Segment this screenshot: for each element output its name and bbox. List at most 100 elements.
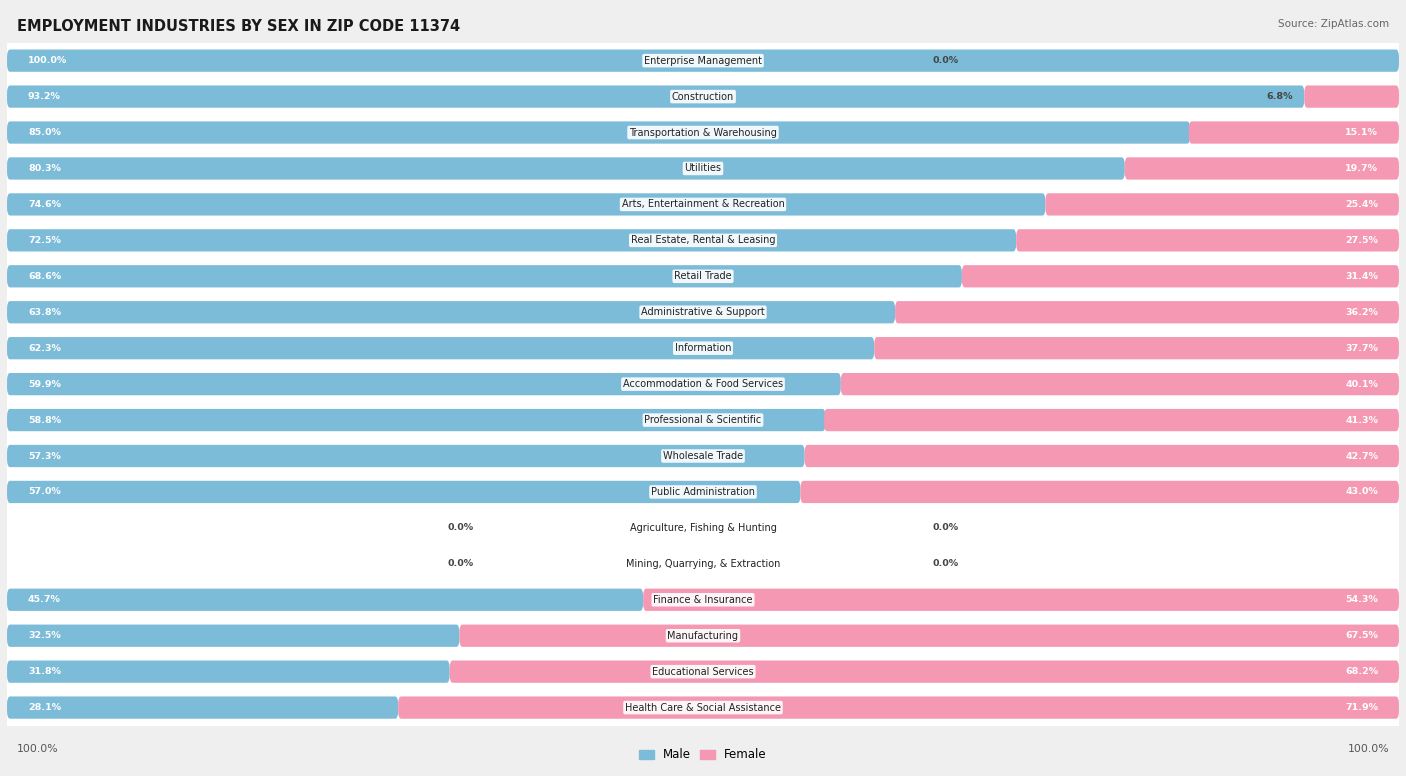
Text: 57.3%: 57.3% (28, 452, 60, 460)
Text: Construction: Construction (672, 92, 734, 102)
Text: 40.1%: 40.1% (1346, 379, 1378, 389)
Text: 28.1%: 28.1% (28, 703, 60, 712)
Text: 45.7%: 45.7% (28, 595, 60, 605)
FancyBboxPatch shape (875, 337, 1399, 359)
FancyBboxPatch shape (7, 50, 1399, 72)
Text: Educational Services: Educational Services (652, 667, 754, 677)
FancyBboxPatch shape (7, 373, 841, 395)
FancyBboxPatch shape (6, 615, 1400, 657)
Text: 6.8%: 6.8% (1267, 92, 1294, 101)
FancyBboxPatch shape (6, 40, 1400, 82)
FancyBboxPatch shape (7, 337, 875, 359)
FancyBboxPatch shape (6, 255, 1400, 298)
Text: Agriculture, Fishing & Hunting: Agriculture, Fishing & Hunting (630, 523, 776, 533)
FancyBboxPatch shape (6, 578, 1400, 621)
FancyBboxPatch shape (7, 121, 1191, 144)
Text: 100.0%: 100.0% (17, 744, 59, 754)
Text: 19.7%: 19.7% (1346, 164, 1378, 173)
FancyBboxPatch shape (6, 75, 1400, 118)
FancyBboxPatch shape (450, 660, 1399, 683)
Text: Manufacturing: Manufacturing (668, 631, 738, 641)
Text: 43.0%: 43.0% (1346, 487, 1378, 497)
Text: Finance & Insurance: Finance & Insurance (654, 594, 752, 605)
FancyBboxPatch shape (1017, 229, 1399, 251)
FancyBboxPatch shape (6, 507, 1400, 549)
Text: 42.7%: 42.7% (1346, 452, 1378, 460)
FancyBboxPatch shape (7, 229, 1017, 251)
FancyBboxPatch shape (1189, 121, 1399, 144)
Text: Wholesale Trade: Wholesale Trade (664, 451, 742, 461)
FancyBboxPatch shape (841, 373, 1399, 395)
FancyBboxPatch shape (804, 445, 1399, 467)
Text: 32.5%: 32.5% (28, 631, 60, 640)
Text: Mining, Quarrying, & Extraction: Mining, Quarrying, & Extraction (626, 559, 780, 569)
Text: 36.2%: 36.2% (1346, 308, 1378, 317)
Text: 31.4%: 31.4% (1346, 272, 1378, 281)
Text: 41.3%: 41.3% (1346, 416, 1378, 424)
FancyBboxPatch shape (6, 399, 1400, 442)
Text: 58.8%: 58.8% (28, 416, 60, 424)
Text: Information: Information (675, 343, 731, 353)
Text: Health Care & Social Assistance: Health Care & Social Assistance (626, 702, 780, 712)
FancyBboxPatch shape (800, 481, 1399, 503)
Text: 57.0%: 57.0% (28, 487, 60, 497)
FancyBboxPatch shape (6, 435, 1400, 477)
FancyBboxPatch shape (1305, 85, 1399, 108)
Text: Arts, Entertainment & Recreation: Arts, Entertainment & Recreation (621, 199, 785, 210)
FancyBboxPatch shape (7, 409, 825, 431)
Text: 85.0%: 85.0% (28, 128, 60, 137)
FancyBboxPatch shape (6, 363, 1400, 405)
Text: 62.3%: 62.3% (28, 344, 60, 352)
Text: 0.0%: 0.0% (447, 523, 474, 532)
FancyBboxPatch shape (7, 696, 398, 719)
FancyBboxPatch shape (6, 111, 1400, 154)
Text: Administrative & Support: Administrative & Support (641, 307, 765, 317)
Text: 0.0%: 0.0% (932, 559, 959, 568)
FancyBboxPatch shape (7, 301, 896, 324)
FancyBboxPatch shape (6, 291, 1400, 334)
FancyBboxPatch shape (7, 445, 804, 467)
FancyBboxPatch shape (7, 193, 1046, 216)
FancyBboxPatch shape (824, 409, 1399, 431)
FancyBboxPatch shape (6, 470, 1400, 513)
Text: 93.2%: 93.2% (28, 92, 60, 101)
FancyBboxPatch shape (398, 696, 1399, 719)
Text: 0.0%: 0.0% (932, 523, 959, 532)
Text: 27.5%: 27.5% (1346, 236, 1378, 245)
FancyBboxPatch shape (7, 625, 460, 647)
Text: 68.2%: 68.2% (1346, 667, 1378, 676)
Text: Professional & Scientific: Professional & Scientific (644, 415, 762, 425)
Text: 74.6%: 74.6% (28, 200, 60, 209)
FancyBboxPatch shape (643, 589, 1399, 611)
Text: 25.4%: 25.4% (1346, 200, 1378, 209)
Text: 71.9%: 71.9% (1346, 703, 1378, 712)
Text: 54.3%: 54.3% (1346, 595, 1378, 605)
FancyBboxPatch shape (7, 660, 450, 683)
Text: 67.5%: 67.5% (1346, 631, 1378, 640)
FancyBboxPatch shape (7, 85, 1305, 108)
Text: Utilities: Utilities (685, 164, 721, 174)
FancyBboxPatch shape (6, 686, 1400, 729)
FancyBboxPatch shape (7, 481, 800, 503)
Legend: Male, Female: Male, Female (634, 743, 772, 766)
Text: 59.9%: 59.9% (28, 379, 60, 389)
Text: 100.0%: 100.0% (1347, 744, 1389, 754)
Text: 68.6%: 68.6% (28, 272, 60, 281)
Text: 80.3%: 80.3% (28, 164, 60, 173)
Text: 15.1%: 15.1% (1346, 128, 1378, 137)
FancyBboxPatch shape (7, 589, 643, 611)
FancyBboxPatch shape (6, 147, 1400, 190)
Text: EMPLOYMENT INDUSTRIES BY SEX IN ZIP CODE 11374: EMPLOYMENT INDUSTRIES BY SEX IN ZIP CODE… (17, 19, 460, 34)
FancyBboxPatch shape (6, 650, 1400, 693)
Text: 0.0%: 0.0% (932, 56, 959, 65)
FancyBboxPatch shape (962, 265, 1399, 287)
FancyBboxPatch shape (6, 219, 1400, 262)
FancyBboxPatch shape (1046, 193, 1399, 216)
Text: 63.8%: 63.8% (28, 308, 60, 317)
Text: 100.0%: 100.0% (28, 56, 67, 65)
FancyBboxPatch shape (460, 625, 1399, 647)
FancyBboxPatch shape (7, 265, 962, 287)
Text: 37.7%: 37.7% (1346, 344, 1378, 352)
Text: Transportation & Warehousing: Transportation & Warehousing (628, 127, 778, 137)
Text: Accommodation & Food Services: Accommodation & Food Services (623, 379, 783, 389)
